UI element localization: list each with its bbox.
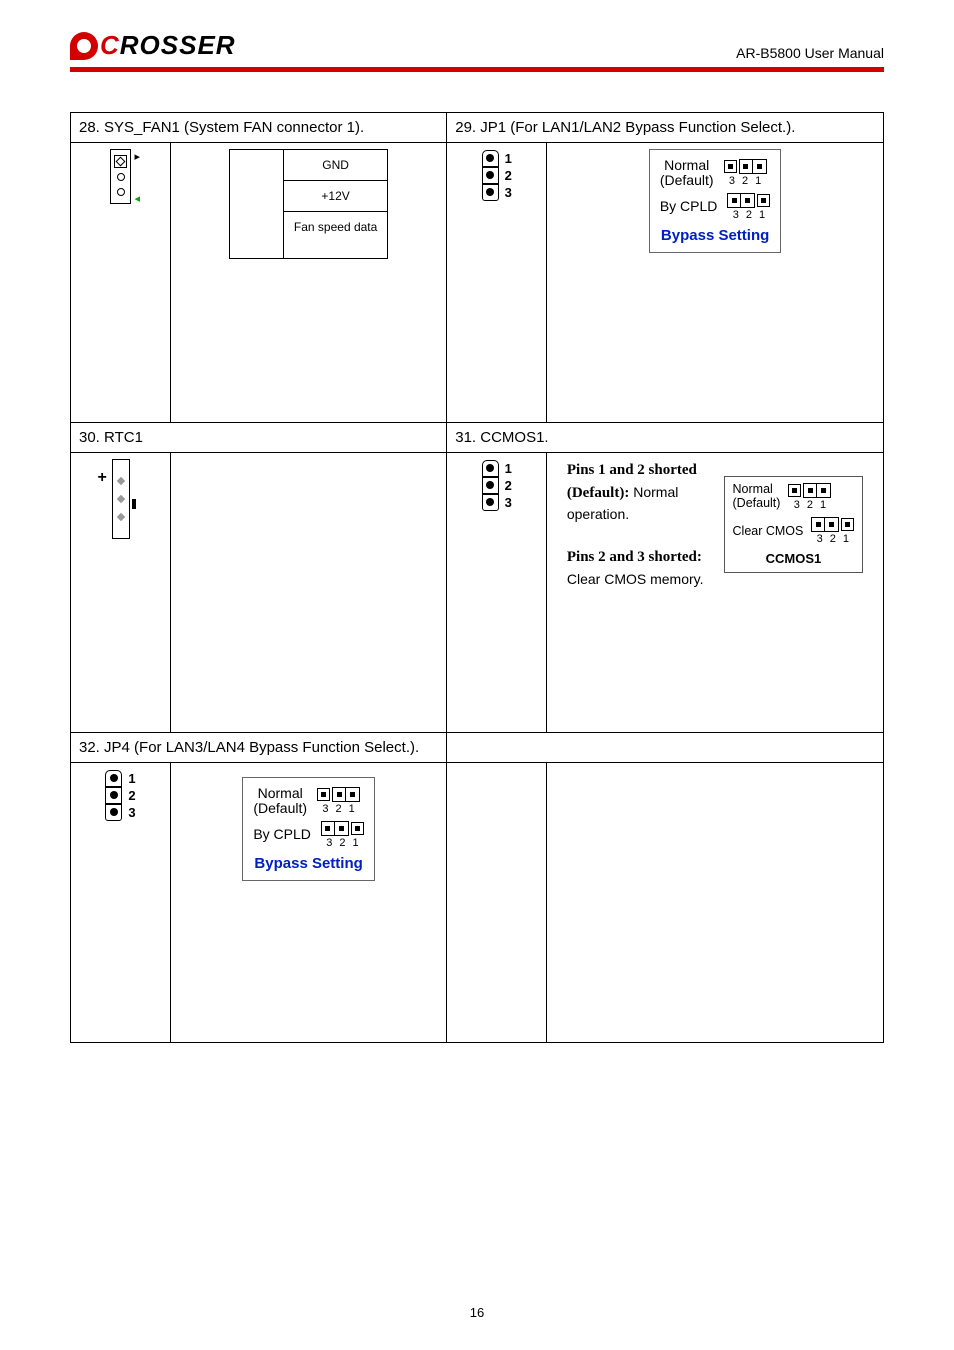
gnd-diagram: GND +12V Fan speed data (179, 149, 438, 259)
fan-pin-3 (114, 185, 127, 198)
ccmos-pin-numbers: 1 2 3 (505, 460, 512, 511)
jp-pin-1 (482, 150, 499, 167)
jp1-jumper-icon: 1 2 3 (482, 150, 512, 201)
cell-28-body: GND +12V Fan speed data (171, 143, 447, 423)
cell-29-title: 29. JP1 (For LAN1/LAN2 Bypass Function S… (447, 113, 884, 143)
rtc-battery-icon (112, 459, 130, 539)
gnd-label-3: Fan speed data (284, 212, 387, 242)
cell-blank-body (547, 763, 884, 1043)
cell-31-icon: 1 2 3 (447, 453, 547, 733)
cell-29-body: Normal (Default) (547, 143, 884, 423)
ccmos-description: Pins 1 and 2 shorted (Default): Normal o… (567, 459, 704, 590)
page-number: 16 (0, 1305, 954, 1320)
cell-32-title: 32. JP4 (For LAN3/LAN4 Bypass Function S… (71, 733, 447, 763)
cell-28-icon: ▸ ◂ (71, 143, 171, 423)
bypass-setting-title: Bypass Setting (660, 227, 771, 244)
jp-num-3: 3 (505, 184, 512, 201)
fan-pin-1 (114, 155, 127, 168)
cell-32-body: Normal (Default) (171, 763, 447, 1043)
cell-32-icon: 1 2 3 (71, 763, 171, 1043)
pin-numbers-row: 3 2 1 (729, 175, 761, 187)
pin-1-open (757, 194, 770, 207)
ccmos-pin-1 (482, 460, 499, 477)
ccmos-line-1a: Pins 1 and 2 shorted (567, 462, 697, 478)
gnd-right-labels: GND +12V Fan speed data (284, 149, 388, 259)
rtc-tab-icon (132, 499, 136, 509)
header-right-text: AR-B5800 User Manual (736, 45, 884, 61)
bypass-setting-box: Normal (Default) (649, 149, 782, 253)
logo-text-rest: ROSSER (120, 30, 236, 60)
jp4-pin-numbers: 1 2 3 (128, 770, 135, 821)
pin-3 (724, 160, 737, 173)
bypass-default-text: (Default) (660, 172, 714, 188)
fan-connector-icon: ▸ ◂ (110, 149, 131, 204)
logo-text-red: C (100, 30, 120, 60)
cell-31-title: 31. CCMOS1. (447, 423, 884, 453)
jumper-diagram-cpld: 3 2 1 (727, 193, 770, 221)
jp4-pin-1 (105, 770, 122, 787)
cell-29-icon: 1 2 3 (447, 143, 547, 423)
shorted-23 (727, 193, 755, 208)
ccmos-line-1d: operation. (567, 506, 629, 522)
spec-table: 28. SYS_FAN1 (System FAN connector 1). 2… (70, 112, 884, 1043)
rtc-plus-icon: + (98, 469, 107, 487)
jp4-jumper-icon: 1 2 3 (105, 770, 135, 821)
ccmos-pin-2 (482, 477, 499, 494)
jp-pin-numbers: 1 2 3 (505, 150, 512, 201)
logo-text: CROSSER (100, 30, 236, 61)
logo: CROSSER (70, 30, 236, 61)
ccmos-box-normal: Normal (733, 482, 773, 496)
jp4-pin-3 (105, 804, 122, 821)
bypass2-normal-diagram: 3 2 1 (317, 787, 360, 815)
bypass2-normal-label: Normal (Default) (253, 786, 307, 817)
cell-30-body (171, 453, 447, 733)
jp-pin-3 (482, 184, 499, 201)
jp-num-1: 1 (505, 150, 512, 167)
bypass-setting-box-2: Normal (Default) (242, 777, 375, 881)
bypass-cpld-label: By CPLD (660, 199, 718, 214)
ccmos-settings-box: Normal (Default) (724, 476, 864, 573)
cell-30-title: 30. RTC1 (71, 423, 447, 453)
jumper-diagram-normal: 3 2 1 (724, 159, 767, 187)
cell-blank-icon (447, 763, 547, 1043)
cell-30-icon: + (71, 453, 171, 733)
ccmos-normal-diagram: 3 2 1 (788, 483, 831, 511)
logo-swirl-icon (70, 32, 98, 60)
gnd-label-1: GND (284, 150, 387, 181)
bypass-normal-text: Normal (664, 157, 709, 173)
jp-pin-2 (482, 167, 499, 184)
cell-blank-title (447, 733, 884, 763)
jp-num-2: 2 (505, 167, 512, 184)
arrow-icon: ▸ (134, 150, 140, 163)
ccmos-pin-3 (482, 494, 499, 511)
arrow-green-icon: ◂ (134, 192, 140, 205)
ccmos-box-title: CCMOS1 (733, 551, 855, 566)
pin-numbers-row-2: 3 2 1 (733, 209, 765, 221)
red-header-bar (70, 67, 884, 72)
ccmos-box-default: (Default) (733, 496, 781, 510)
ccmos-clear-diagram: 3 2 1 (811, 517, 854, 545)
page-header: CROSSER AR-B5800 User Manual (70, 30, 884, 65)
bypass-normal-label: Normal (Default) (660, 158, 714, 189)
ccmos-line-2a: Pins 2 and 3 shorted: (567, 549, 702, 565)
shorted-12 (739, 159, 767, 174)
ccmos-line-2b: Clear CMOS memory. (567, 571, 704, 587)
cell-28-title: 28. SYS_FAN1 (System FAN connector 1). (71, 113, 447, 143)
ccmos-jumper-icon: 1 2 3 (482, 460, 512, 511)
jp4-pin-2 (105, 787, 122, 804)
gnd-label-2: +12V (284, 181, 387, 212)
bypass2-cpld-label: By CPLD (253, 827, 311, 842)
fan-pin-2 (114, 170, 127, 183)
ccmos-box-clear: Clear CMOS (733, 524, 804, 538)
cell-31-body: Pins 1 and 2 shorted (Default): Normal o… (547, 453, 884, 733)
ccmos-line-1c: Normal (629, 484, 678, 500)
bypass2-setting-title: Bypass Setting (253, 855, 364, 872)
gnd-left-box (229, 149, 284, 259)
ccmos-line-1b: (Default): (567, 485, 629, 501)
bypass2-cpld-diagram: 3 2 1 (321, 821, 364, 849)
